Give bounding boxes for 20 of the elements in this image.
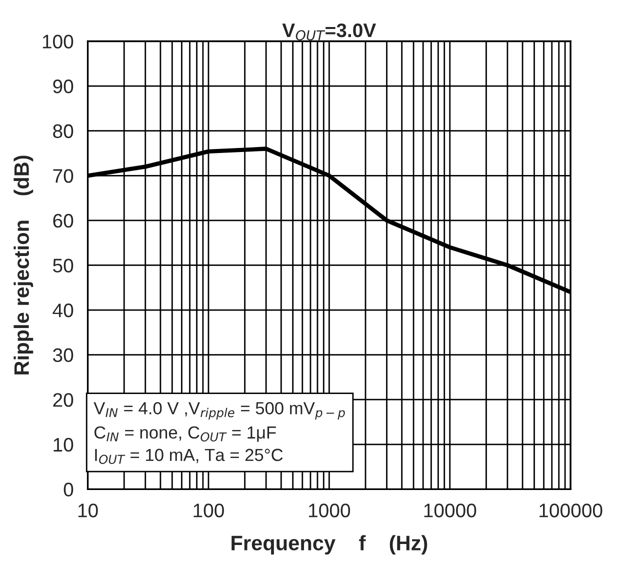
- y-tick-label: 0: [64, 482, 74, 496]
- y-tick-label: 20: [53, 393, 74, 407]
- text: V$_{IN}$ = 4.0 V ,V$_{ripple}$ = 500 mV$_{p−p}$ C$_{IN}$ = none, C$_{OUT}$ = 1μF I$_{OUT}$ = 10 mA, Ta = 25°C: [94, 402, 345, 464]
- x-tick-label: 10: [78, 504, 98, 518]
- y-tick-label: 40: [52, 303, 74, 318]
- y-tick-label: 100: [42, 34, 74, 48]
- y-tick-label: 90: [53, 80, 74, 94]
- y-tick-label: 30: [53, 348, 74, 362]
- y-axis-title: Ripple rejection (dB): [14, 156, 34, 374]
- x-axis-title: Frequency f (Hz): [232, 535, 428, 555]
- chart-title: V$_{OUT}$=3.0V: [282, 23, 376, 40]
- x-tick-label: 10000: [424, 504, 476, 518]
- y-tick-label: 70: [53, 169, 74, 183]
- y-tick-label: 10: [54, 438, 74, 452]
- x-tick-label: 100000: [540, 504, 602, 518]
- x-tick-label: 100: [194, 504, 224, 518]
- y-tick-label: 60: [53, 214, 74, 228]
- y-tick-label: 50: [53, 258, 74, 272]
- x-tick-label: 1000: [309, 504, 350, 518]
- y-tick-label: 80: [53, 124, 74, 138]
